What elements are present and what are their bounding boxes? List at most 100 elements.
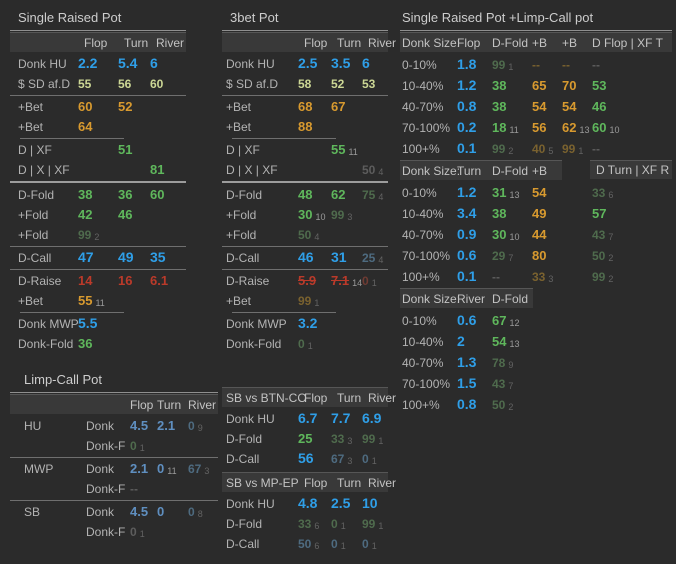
- stat-number: 65: [532, 77, 547, 93]
- stat-value: 25: [298, 430, 331, 448]
- stat-label: $ SD af.D: [226, 77, 279, 91]
- stat-number: 53: [592, 77, 607, 93]
- stat-value: 36: [118, 186, 150, 204]
- column-header: +B: [532, 35, 548, 50]
- stat-value: 49: [532, 205, 562, 223]
- stat-number: 6: [150, 55, 158, 71]
- stat-number: 54: [562, 98, 577, 114]
- header-band: Donk Size: Turn D-Fold +B D Turn | XF R: [400, 160, 672, 180]
- sample-count: 6: [314, 541, 320, 551]
- stat-value: 4.8: [298, 495, 331, 513]
- stat-value: 35: [150, 249, 176, 267]
- stat-row: 0-10% 0.6 67 12: [400, 310, 672, 331]
- column-header: River: [368, 35, 397, 50]
- sample-count: 2: [608, 273, 614, 284]
- stat-number: 6.7: [298, 410, 318, 426]
- single-raised-pot-table: Single Raised Pot Flop Turn River Donk HU 2.…: [10, 6, 186, 354]
- separator: [222, 269, 388, 270]
- stat-label: D | X | XF: [18, 163, 70, 177]
- stat-value: 99 3: [331, 206, 362, 224]
- stat-number: 68: [298, 99, 313, 114]
- stat-value: 58: [298, 75, 331, 93]
- stat-label: 40-70%: [402, 99, 444, 114]
- stat-label: Donk HU: [226, 412, 275, 426]
- stat-number: 0.1: [457, 267, 477, 284]
- stat-number: 99: [562, 141, 576, 156]
- stat-value: 67 12: [492, 312, 532, 330]
- stat-label: 10-40%: [402, 206, 444, 221]
- stat-value: 3.2: [298, 315, 331, 333]
- stat-number: 0: [331, 537, 338, 551]
- stat-value: 53: [592, 77, 672, 95]
- stat-number: 99: [362, 517, 376, 531]
- stat-number: 35: [150, 249, 166, 265]
- sample-count: 4: [378, 255, 384, 265]
- column-header: River: [457, 291, 486, 306]
- stat-value: 80: [532, 247, 562, 265]
- stat-value: 31 13: [492, 184, 532, 202]
- column-header: Donk Size:: [402, 35, 461, 50]
- stat-value: 33 6: [592, 184, 672, 202]
- stat-number: 2.2: [78, 55, 98, 71]
- separator: [232, 312, 336, 313]
- sample-count: 10: [315, 212, 326, 222]
- stat-number: 49: [118, 249, 134, 265]
- sample-count: 6: [314, 521, 320, 531]
- stat-value: 38: [78, 186, 118, 204]
- stat-number: 56: [298, 450, 314, 466]
- sample-count: 1: [371, 541, 377, 551]
- sample-count: 10: [609, 124, 620, 135]
- stat-value: 99 1: [362, 515, 388, 533]
- stat-value: 68: [298, 98, 331, 116]
- sample-count: 2: [508, 401, 514, 412]
- stat-number: 60: [78, 99, 93, 114]
- column-header-row: SB vs BTN-CO Flop Turn River: [222, 387, 396, 407]
- header-band: Flop Turn River: [10, 394, 218, 414]
- stat-number: 50: [362, 163, 376, 177]
- stat-table: Flop Turn River HU Donk 4.5 2.1 0 9 Donk-F 0 1 MWP Do…: [10, 394, 218, 542]
- stat-label: 0-10%: [402, 57, 437, 72]
- stat-number: 5.5: [78, 315, 98, 331]
- separator: [222, 95, 388, 96]
- column-header: D-Fold: [492, 291, 529, 306]
- column-header-row: Flop Turn River: [10, 32, 186, 52]
- sample-count: 3: [347, 436, 353, 446]
- stat-value: --: [532, 56, 562, 74]
- stat-value: --: [592, 140, 672, 158]
- stat-number: 36: [78, 336, 93, 351]
- column-header: SB vs MP-EP: [226, 475, 299, 490]
- stat-row: D-Raise 14 16 6.1: [10, 271, 186, 291]
- stat-value: 99 1: [298, 292, 331, 310]
- stat-number: 99: [362, 432, 376, 446]
- stat-number: 58: [298, 77, 312, 91]
- stat-number: 33: [592, 185, 606, 200]
- stat-row: 0-10% 1.2 31 13 54 33 6: [400, 182, 672, 203]
- stat-label: 100+%: [402, 397, 440, 412]
- stat-value: 0.6: [457, 247, 492, 265]
- stat-number: 1.8: [457, 55, 477, 72]
- stat-label: D-Call: [226, 537, 260, 551]
- stat-value: 67: [331, 98, 362, 116]
- stat-number: 54: [492, 333, 507, 349]
- stat-value: 40 5: [532, 140, 562, 158]
- stat-number: 99: [492, 57, 506, 72]
- column-header-row: Flop Turn River: [10, 394, 218, 414]
- sample-count: 4: [378, 167, 384, 177]
- stat-number: 6: [362, 55, 370, 71]
- stat-label: D-Raise: [18, 274, 62, 288]
- column-header: Turn: [337, 35, 362, 50]
- srp-limp-call-donk-size-panel: Single Raised Pot +Limp-Call pot Donk Si…: [400, 6, 672, 415]
- separator: [10, 95, 186, 96]
- stat-label: D-Raise: [226, 274, 270, 288]
- stat-number: 14: [78, 273, 93, 288]
- sample-count: 2: [508, 145, 514, 156]
- sample-count: 11: [167, 466, 177, 476]
- stat-row: D-Call 47 49 35: [10, 248, 186, 268]
- stat-number: 0: [298, 337, 305, 351]
- stat-row: $ SD af.D 55 56 60: [10, 74, 186, 94]
- table-title: Single Raised Pot: [10, 6, 186, 31]
- stat-label: 40-70%: [402, 227, 444, 242]
- stat-number: 46: [592, 98, 607, 114]
